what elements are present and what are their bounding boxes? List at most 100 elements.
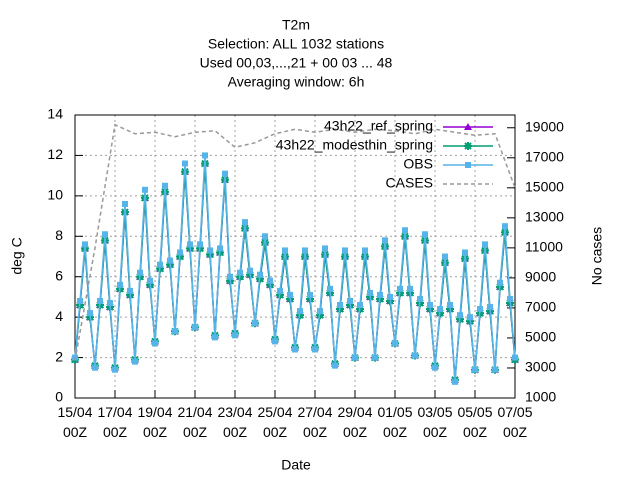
marker bbox=[182, 160, 188, 167]
marker bbox=[82, 241, 88, 248]
marker bbox=[162, 182, 168, 189]
y2-tick-label: 11000 bbox=[525, 239, 563, 255]
x-tick-label: 15/04 00Z bbox=[57, 404, 92, 440]
legend-label: OBS bbox=[403, 156, 433, 172]
marker bbox=[217, 245, 223, 252]
y2-tick-label: 3000 bbox=[525, 359, 556, 375]
marker bbox=[92, 364, 98, 371]
legend-label: 43h22_modesthin_spring bbox=[276, 137, 433, 153]
legend-marker bbox=[464, 142, 472, 150]
marker bbox=[327, 285, 333, 292]
marker bbox=[147, 277, 153, 284]
y-tick-label: 6 bbox=[55, 267, 63, 283]
marker bbox=[137, 269, 143, 276]
y-tick-label: 14 bbox=[47, 106, 63, 122]
marker bbox=[447, 302, 453, 309]
y2-tick-label: 5000 bbox=[525, 329, 556, 345]
marker bbox=[512, 354, 518, 361]
marker bbox=[342, 247, 348, 254]
marker bbox=[187, 241, 193, 248]
marker bbox=[302, 247, 308, 254]
y2-axis-label: No cases bbox=[589, 227, 605, 285]
y-tick-label: 2 bbox=[55, 348, 63, 364]
y-tick-label: 0 bbox=[55, 389, 63, 405]
marker bbox=[277, 287, 283, 294]
legend-label: 43h22_ref_spring bbox=[324, 118, 433, 134]
marker bbox=[282, 247, 288, 254]
marker bbox=[102, 231, 108, 238]
plot-border bbox=[74, 114, 516, 399]
x-tick-label: 23/04 00Z bbox=[217, 404, 252, 440]
marker bbox=[312, 346, 318, 353]
marker bbox=[407, 285, 413, 292]
marker bbox=[167, 257, 173, 264]
marker bbox=[412, 352, 418, 359]
marker bbox=[207, 247, 213, 254]
legend-label: CASES bbox=[386, 175, 433, 191]
x-tick-label: 17/04 00Z bbox=[97, 404, 132, 440]
x-tick-label: 21/04 00Z bbox=[177, 404, 212, 440]
y2-tick-label: 19000 bbox=[525, 118, 564, 134]
marker bbox=[227, 273, 233, 280]
marker bbox=[457, 312, 463, 319]
marker bbox=[267, 277, 273, 284]
y-tick-label: 10 bbox=[47, 187, 63, 203]
marker bbox=[112, 366, 118, 373]
marker bbox=[297, 308, 303, 315]
marker bbox=[372, 354, 378, 361]
y-tick-label: 4 bbox=[55, 308, 63, 324]
marker bbox=[347, 297, 353, 304]
marker bbox=[382, 237, 388, 244]
marker bbox=[322, 245, 328, 252]
marker bbox=[252, 320, 258, 327]
marker bbox=[242, 219, 248, 226]
marker bbox=[437, 306, 443, 313]
y2-tick-label: 9000 bbox=[525, 269, 556, 285]
marker bbox=[197, 241, 203, 248]
x-tick-label: 03/05 00Z bbox=[417, 404, 452, 440]
marker bbox=[262, 233, 268, 240]
marker bbox=[107, 299, 113, 306]
y2-tick-label: 1000 bbox=[525, 389, 556, 405]
marker bbox=[122, 200, 128, 207]
marker bbox=[257, 271, 263, 278]
marker bbox=[502, 223, 508, 230]
marker bbox=[362, 247, 368, 254]
marker bbox=[87, 310, 93, 317]
marker bbox=[472, 366, 478, 373]
chart-title: Selection: ALL 1032 stations bbox=[208, 36, 384, 52]
marker bbox=[452, 378, 458, 385]
marker bbox=[117, 281, 123, 288]
x-tick-label: 07/05 00Z bbox=[497, 404, 532, 440]
x-tick-label: 29/04 00Z bbox=[337, 404, 372, 440]
x-tick-label: 27/04 00Z bbox=[297, 404, 332, 440]
marker bbox=[352, 354, 358, 361]
marker bbox=[212, 334, 218, 341]
marker bbox=[172, 328, 178, 335]
marker bbox=[337, 302, 343, 309]
marker bbox=[132, 358, 138, 365]
marker bbox=[142, 186, 148, 193]
marker bbox=[177, 249, 183, 256]
marker bbox=[152, 340, 158, 347]
y-axis-label: deg C bbox=[9, 237, 25, 274]
y2-tick-label: 13000 bbox=[525, 209, 564, 225]
marker bbox=[467, 314, 473, 321]
y2-tick-label: 17000 bbox=[525, 148, 564, 164]
chart-title: T2m bbox=[282, 17, 310, 33]
marker bbox=[432, 364, 438, 371]
marker bbox=[387, 293, 393, 300]
marker bbox=[357, 302, 363, 309]
x-axis-label: Date bbox=[281, 457, 311, 473]
marker bbox=[427, 302, 433, 309]
legend-marker bbox=[464, 123, 472, 130]
marker bbox=[477, 306, 483, 313]
marker bbox=[397, 285, 403, 292]
y-tick-label: 12 bbox=[47, 146, 63, 162]
marker bbox=[507, 295, 513, 302]
y2-tick-label: 15000 bbox=[525, 179, 564, 195]
y2-tick-label: 7000 bbox=[525, 299, 556, 315]
marker bbox=[422, 231, 428, 238]
marker bbox=[77, 297, 83, 304]
